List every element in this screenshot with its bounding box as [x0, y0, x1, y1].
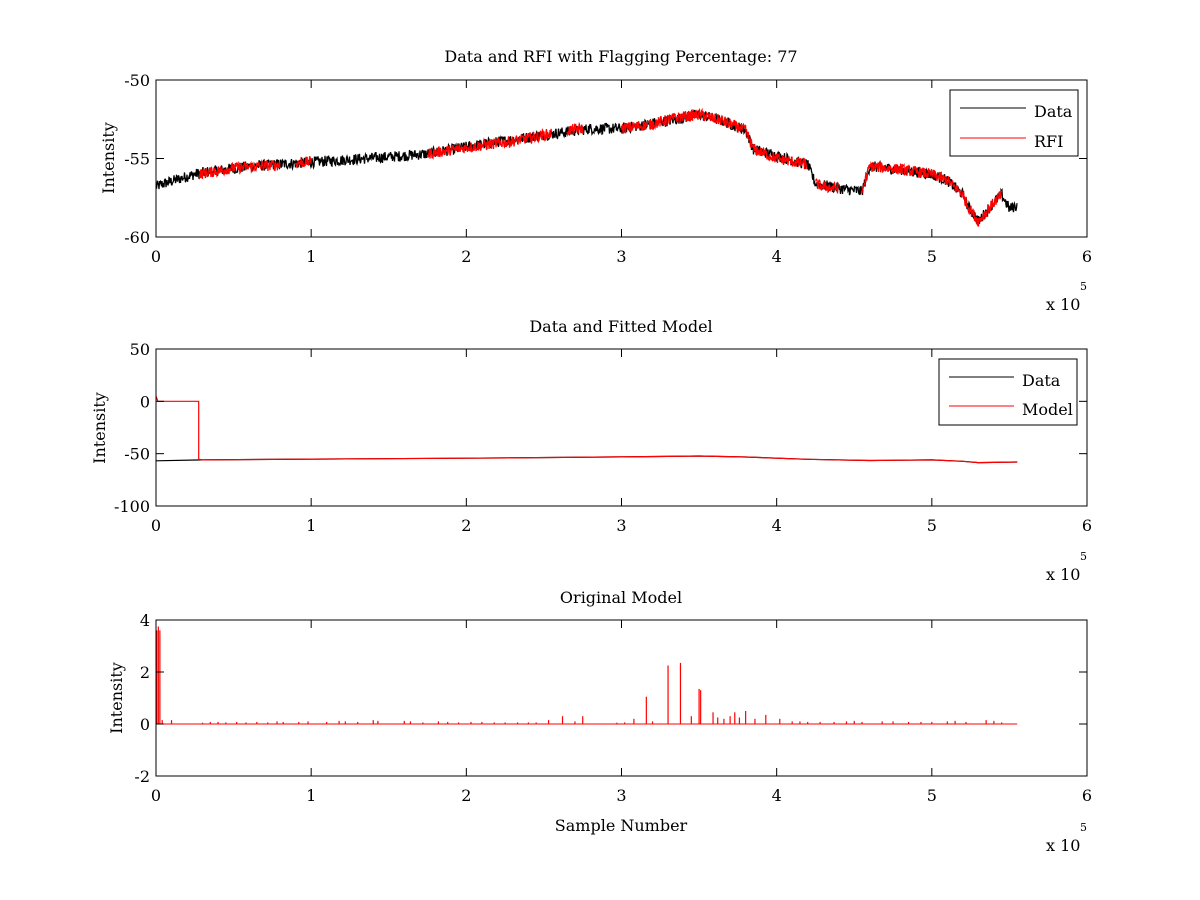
chart-title: Original Model [560, 588, 682, 607]
x-tick-label: 5 [927, 247, 937, 266]
y-tick-label: 2 [140, 663, 150, 682]
y-axis-label: Intensity [107, 662, 126, 734]
x-tick-label: 2 [461, 516, 471, 535]
x-tick-label: 5 [927, 516, 937, 535]
tick-labels: 0 1 2 3 4 5 6 -100 -50 0 50 [114, 340, 1092, 535]
x-multiplier-label: x 10 [1046, 565, 1080, 584]
x-tick-label: 3 [616, 247, 626, 266]
y-tick-label: 4 [140, 611, 150, 630]
subplot-data-model: Data and Fitted Model Intensity 0 1 2 3 4 5 6 -… [90, 317, 1092, 584]
x-tick-label: 0 [151, 516, 161, 535]
series-rfi-1 [294, 156, 312, 169]
x-multiplier-label: x 10 [1046, 295, 1080, 314]
x-tick-label: 1 [306, 516, 316, 535]
series-rfi-3 [566, 121, 584, 137]
axis-ticks [155, 619, 1088, 777]
x-tick-label: 1 [306, 247, 316, 266]
y-tick-label: -2 [134, 767, 150, 786]
legend: Data Model [938, 358, 1078, 426]
tick-labels: 0 1 2 3 4 5 6 -60 -55 -50 [124, 71, 1092, 266]
x-multiplier-exponent: 5 [1080, 550, 1087, 563]
legend-label-rfi: RFI [1034, 132, 1063, 151]
x-multiplier-exponent: 5 [1080, 280, 1087, 293]
x-multiplier-label: x 10 [1046, 836, 1080, 855]
axes-box [155, 79, 1088, 238]
x-tick-label: 5 [927, 786, 937, 805]
y-tick-label: -50 [124, 445, 150, 464]
x-tick-label: 4 [772, 516, 782, 535]
x-tick-label: 3 [616, 786, 626, 805]
legend-label-data: Data [1034, 102, 1073, 121]
x-tick-label: 0 [151, 786, 161, 805]
x-multiplier-exponent: 5 [1080, 821, 1087, 834]
legend-label-data: Data [1022, 371, 1061, 390]
y-axis-label: Intensity [99, 122, 118, 194]
series-rfi-5 [814, 178, 839, 194]
subplot-data-rfi: Data and RFI with Flagging Percentage: 7… [99, 47, 1092, 314]
y-tick-label: 50 [130, 340, 150, 359]
x-tick-label: 4 [772, 247, 782, 266]
legend: Data RFI [949, 89, 1079, 157]
legend-label-model: Model [1022, 400, 1073, 419]
y-tick-label: 0 [140, 715, 150, 734]
plot-area [156, 395, 1018, 464]
chart-title: Data and Fitted Model [529, 317, 712, 336]
y-axis-label: Intensity [90, 392, 109, 464]
x-axis-label: Sample Number [555, 816, 688, 835]
axis-ticks [155, 79, 1088, 238]
x-tick-label: 6 [1082, 516, 1092, 535]
x-tick-label: 2 [461, 247, 471, 266]
legend-box [949, 89, 1079, 157]
series-rfi-4 [620, 107, 808, 170]
y-tick-label: -60 [124, 228, 150, 247]
x-tick-label: 3 [616, 516, 626, 535]
legend-box [938, 358, 1078, 426]
y-tick-label: -50 [124, 71, 150, 90]
plot-area [156, 107, 1018, 227]
y-tick-label: -100 [114, 497, 150, 516]
series-rfi-6 [861, 161, 1003, 227]
x-tick-label: 6 [1082, 247, 1092, 266]
x-tick-label: 0 [151, 247, 161, 266]
chart-title: Data and RFI with Flagging Percentage: 7… [444, 47, 797, 66]
x-tick-label: 4 [772, 786, 782, 805]
y-tick-label: 0 [140, 392, 150, 411]
x-tick-label: 6 [1082, 786, 1092, 805]
series-model-0 [156, 395, 1018, 464]
series-rfi-0 [198, 159, 281, 180]
series-rfi-2 [427, 127, 553, 161]
x-tick-label: 1 [306, 786, 316, 805]
x-tick-label: 2 [461, 786, 471, 805]
axes-box [155, 619, 1088, 777]
y-tick-label: -55 [124, 150, 150, 169]
axis-ticks [155, 348, 1088, 507]
plot-area [156, 626, 1018, 725]
